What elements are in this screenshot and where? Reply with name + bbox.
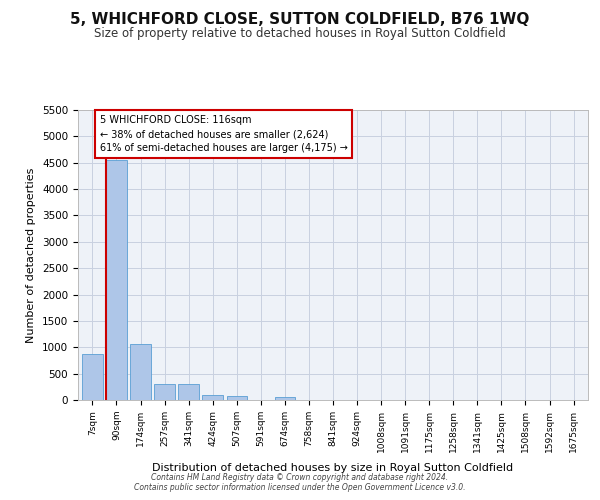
X-axis label: Distribution of detached houses by size in Royal Sutton Coldfield: Distribution of detached houses by size …	[152, 463, 514, 473]
Bar	[130, 344, 151, 400]
Text: 5 WHICHFORD CLOSE: 116sqm
← 38% of detached houses are smaller (2,624)
61% of se: 5 WHICHFORD CLOSE: 116sqm ← 38% of detac…	[100, 116, 347, 154]
Bar	[82, 354, 103, 400]
Bar	[275, 397, 295, 400]
Bar	[202, 396, 223, 400]
Text: Contains HM Land Registry data © Crown copyright and database right 2024.
Contai: Contains HM Land Registry data © Crown c…	[134, 473, 466, 492]
Y-axis label: Number of detached properties: Number of detached properties	[26, 168, 37, 342]
Bar	[106, 160, 127, 400]
Text: 5, WHICHFORD CLOSE, SUTTON COLDFIELD, B76 1WQ: 5, WHICHFORD CLOSE, SUTTON COLDFIELD, B7…	[70, 12, 530, 28]
Bar	[227, 396, 247, 400]
Text: Size of property relative to detached houses in Royal Sutton Coldfield: Size of property relative to detached ho…	[94, 28, 506, 40]
Bar	[154, 384, 175, 400]
Bar	[178, 384, 199, 400]
